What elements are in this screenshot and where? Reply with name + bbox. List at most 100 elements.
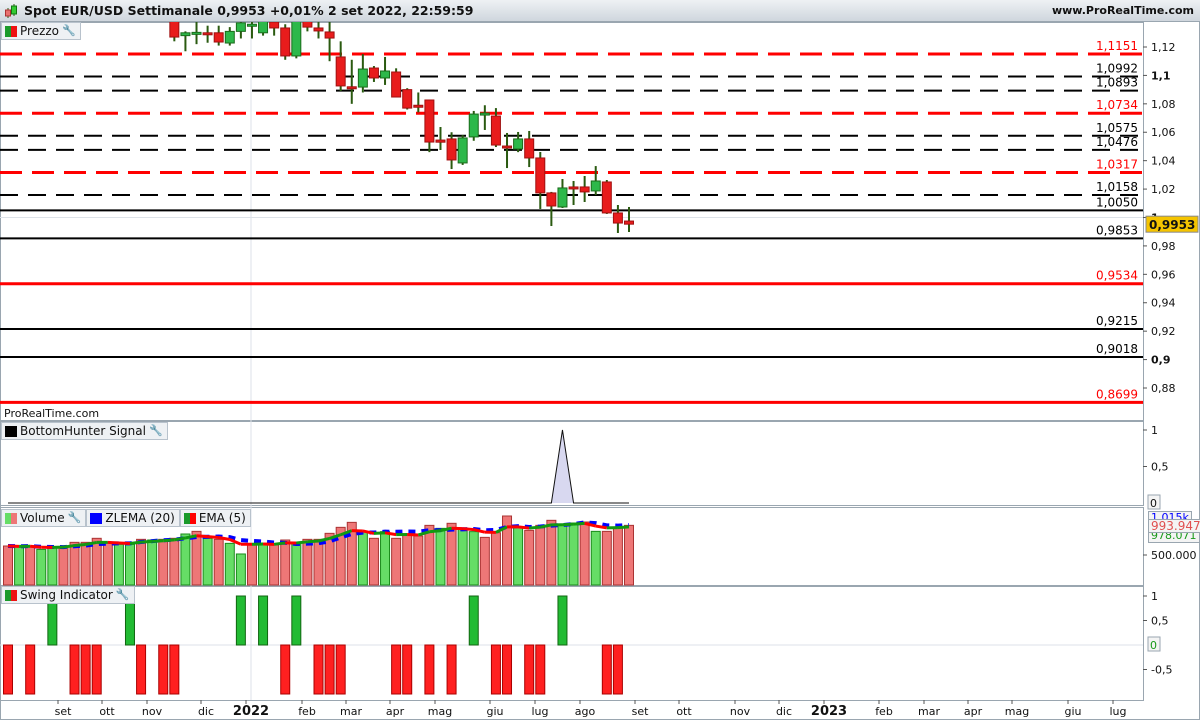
current-price-badge (1145, 215, 1199, 233)
price-axis-label: 1,04 (1151, 155, 1176, 168)
level-label: 0,9534 (1096, 269, 1138, 283)
price-axis-label: 1,08 (1151, 98, 1176, 111)
candle-down (302, 22, 313, 28)
volume-bar-down (136, 538, 147, 586)
volume-bar-up (357, 531, 368, 586)
price-axis-label: 1,06 (1151, 126, 1176, 139)
swing-panel-label[interactable]: Swing Indicator 🔧 (1, 586, 135, 604)
candle-down (568, 186, 579, 190)
ema-segment (529, 525, 541, 530)
volume-bar-down (479, 536, 490, 586)
level-label: 1,0992 (1096, 62, 1138, 76)
volume-axis-label: 500.000 (1151, 549, 1197, 562)
ema-segment (429, 529, 441, 534)
bottomhunter-color-swatch (5, 425, 17, 437)
swing-bar-down (446, 644, 457, 695)
volume-bar-up (113, 543, 124, 586)
volume-bar-up (435, 527, 446, 586)
volume-bar-down (324, 532, 335, 586)
bottomhunter-panel-label[interactable]: BottomHunter Signal 🔧 (1, 422, 168, 440)
swing-bar-up (258, 595, 269, 646)
candle-down (524, 138, 535, 159)
swing-bar-down (335, 644, 346, 695)
candle-down (368, 67, 379, 79)
price-color-swatch (5, 25, 17, 37)
swing-bar-down (535, 644, 546, 695)
candle-down (612, 212, 623, 224)
volume-bar-up (590, 530, 601, 586)
wrench-icon[interactable]: 🔧 (67, 511, 82, 524)
volume-bar-down (58, 546, 69, 586)
bottomhunter-current-value: 0 (1150, 497, 1157, 510)
ema-segment (473, 528, 486, 534)
ema-segment (296, 540, 308, 545)
volume-bar-down (25, 545, 36, 586)
volume-bar-down (346, 521, 357, 586)
volume-bar-down (612, 526, 623, 586)
ema-segment (85, 540, 97, 546)
volume-bar-up (557, 523, 568, 586)
bottomhunter-line (8, 429, 629, 504)
date-axis-label: mag (428, 705, 452, 718)
ema-segment (440, 526, 452, 533)
level-label: 1,0893 (1096, 76, 1138, 90)
candle-down (579, 186, 590, 193)
volume-bar-down (490, 532, 501, 586)
swing-bar-down (69, 644, 80, 695)
level-label: 0,9018 (1096, 342, 1138, 356)
candle-up (513, 138, 524, 150)
ema-segment (617, 525, 630, 530)
level-label: 1,0575 (1096, 121, 1138, 135)
candle-down (213, 32, 224, 43)
volume-bar-up (457, 528, 468, 586)
date-axis-label: set (632, 705, 649, 718)
watermark: ProRealTime.com (4, 407, 100, 420)
wrench-icon[interactable]: 🔧 (115, 588, 130, 601)
volume-bar-down (102, 541, 113, 586)
ema-segment (462, 527, 474, 532)
volume-bar-down (3, 545, 13, 586)
candle-up (291, 22, 302, 57)
swing-bar-down (280, 644, 291, 695)
date-axis-label: ott (676, 705, 692, 718)
volume-label[interactable]: Volume 🔧 (1, 509, 87, 527)
candle-down (446, 138, 457, 161)
level-label: 1,0476 (1096, 135, 1138, 149)
swing-bar-down (524, 644, 535, 695)
date-axis-label: feb (298, 705, 316, 718)
candle-up (246, 23, 257, 27)
current-price-label: 0,9953 (1149, 218, 1195, 232)
volume-last-value: 993.947 (1148, 519, 1200, 533)
volume-bar-up (224, 542, 235, 586)
volume-bar-up (147, 539, 158, 586)
candle-down (346, 86, 357, 90)
ema-label[interactable]: EMA (5) (179, 509, 251, 527)
date-axis-label: giu (1064, 705, 1081, 718)
date-axis-label: giu (486, 705, 503, 718)
candle-down (324, 31, 335, 39)
wrench-icon[interactable]: 🔧 (148, 424, 163, 437)
ema-segment (539, 523, 552, 529)
ema-segment (152, 539, 164, 543)
volume-bar-up (202, 537, 213, 586)
zlema-label[interactable]: ZLEMA (20) (86, 509, 180, 527)
volume-bar-down (280, 539, 291, 586)
price-panel-label[interactable]: Prezzo 🔧 (1, 22, 81, 40)
volume-bar-down (402, 533, 413, 586)
volume-bar-down (191, 530, 202, 586)
swing-bar-down (490, 644, 501, 695)
ema-segment (595, 524, 608, 530)
volume-bar-down (624, 524, 634, 586)
volume-bar-down (446, 522, 457, 586)
wrench-icon[interactable]: 🔧 (62, 24, 76, 37)
candle-up (180, 32, 191, 37)
volume-bar-down (269, 544, 280, 586)
price-axis-label: 1,12 (1151, 41, 1176, 54)
candle-down (546, 192, 557, 207)
volume-bar-up (468, 531, 479, 586)
site-link[interactable]: www.ProRealTime.com (1051, 4, 1194, 17)
date-axis-label: 2022 (233, 704, 269, 719)
volume-bar-down (69, 541, 80, 586)
candle-down (624, 220, 634, 225)
